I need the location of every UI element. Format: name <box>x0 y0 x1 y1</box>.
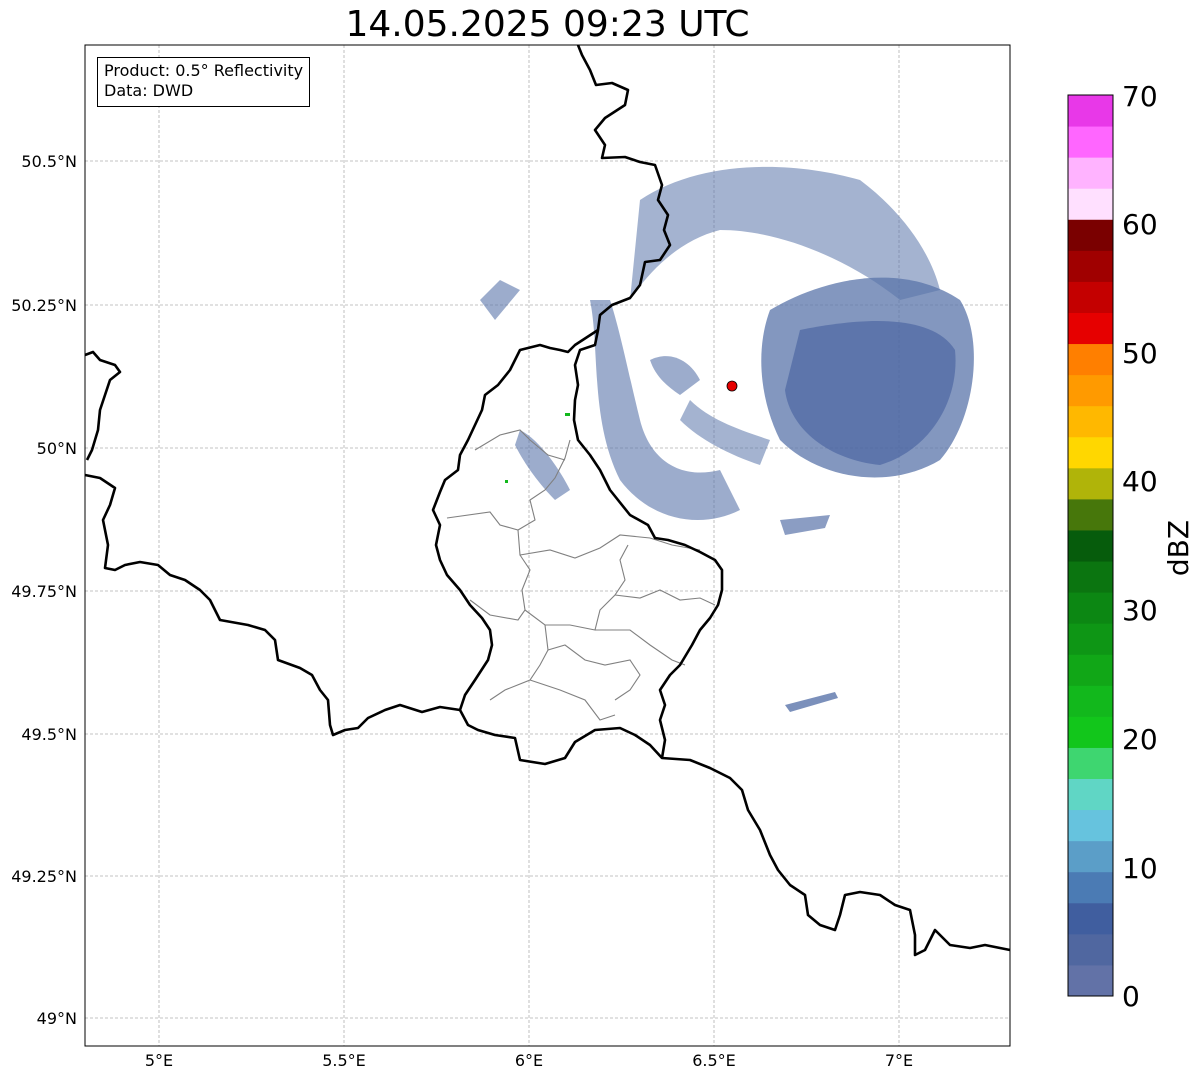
colorbar-band <box>1068 126 1113 158</box>
lon-tick-label: 6°E <box>515 1051 543 1070</box>
colorbar-band <box>1068 188 1113 220</box>
colorbar-tick-label: 70 <box>1122 80 1158 113</box>
lon-tick-label: 7°E <box>885 1051 913 1070</box>
colorbar-band <box>1068 219 1113 251</box>
colorbar-label: dBZ <box>1162 520 1195 576</box>
colorbar-band <box>1068 809 1113 842</box>
colorbar-tick-label: 30 <box>1122 594 1158 627</box>
colorbar-band <box>1068 250 1113 282</box>
lat-tick-label: 50.25°N <box>11 296 77 315</box>
colorbar-band <box>1068 964 1113 997</box>
colorbar-tick-label: 0 <box>1122 980 1140 1013</box>
colorbar-band <box>1068 871 1113 904</box>
lat-tick-label: 49°N <box>37 1009 77 1028</box>
colorbar-band <box>1068 343 1113 376</box>
lat-tick-labels: 50.5°N 50.25°N 50°N 49.75°N 49.5°N 49.25… <box>11 152 77 1028</box>
lon-tick-labels: 5°E 5.5°E 6°E 6.5°E 7°E <box>145 1051 913 1070</box>
colorbar-tick-label: 10 <box>1122 852 1158 885</box>
map-title: 14.05.2025 09:23 UTC <box>345 4 750 45</box>
lon-tick-label: 6.5°E <box>692 1051 736 1070</box>
colorbar-frame <box>1067 94 1114 997</box>
colorbar-band <box>1068 933 1113 966</box>
lat-tick-label: 50.5°N <box>21 152 77 171</box>
colorbar-band <box>1068 281 1113 313</box>
colorbar-band <box>1068 840 1113 873</box>
colorbar-band <box>1068 312 1113 345</box>
colorbar-band <box>1068 561 1113 593</box>
colorbar-band <box>1068 654 1113 686</box>
country-borders <box>84 44 1011 957</box>
colorbar-tick-label: 60 <box>1122 208 1158 241</box>
lat-tick-label: 49.75°N <box>11 582 77 601</box>
colorbar-band <box>1068 467 1113 500</box>
colorbar-band <box>1068 623 1113 655</box>
lon-tick-label: 5.5°E <box>322 1051 366 1070</box>
colorbar-band <box>1068 902 1113 935</box>
district-boundaries <box>446 429 716 721</box>
colorbar-band <box>1068 498 1113 531</box>
product-label: Product: 0.5° Reflectivity <box>104 61 304 80</box>
colorbar-band <box>1068 436 1113 469</box>
colorbar-band <box>1068 716 1113 748</box>
colorbar-band <box>1068 374 1113 407</box>
colorbar-tick-label: 20 <box>1122 723 1158 756</box>
colorbar-band <box>1068 778 1113 811</box>
lat-tick-label: 49.25°N <box>11 867 77 886</box>
colorbar-band <box>1068 95 1113 127</box>
colorbar-tick-label: 50 <box>1122 337 1158 370</box>
data-source-label: Data: DWD <box>104 81 194 100</box>
colorbar-band <box>1068 685 1113 717</box>
colorbar-band <box>1068 592 1113 624</box>
colorbar-tick-label: 40 <box>1122 465 1158 498</box>
colorbar <box>1068 95 1113 997</box>
colorbar-band <box>1068 529 1113 562</box>
lon-tick-label: 5°E <box>145 1051 173 1070</box>
colorbar-ticks: 0 10 20 30 40 50 60 70 <box>1122 80 1158 1013</box>
lat-tick-label: 50°N <box>37 439 77 458</box>
map-frame <box>84 44 1011 1047</box>
radar-site-marker <box>726 380 738 392</box>
colorbar-band <box>1068 405 1113 438</box>
colorbar-band <box>1068 157 1113 189</box>
lat-tick-label: 49.5°N <box>21 725 77 744</box>
colorbar-band <box>1068 747 1113 780</box>
product-info-box: Product: 0.5° Reflectivity Data: DWD <box>97 57 311 107</box>
radar-echoes <box>480 166 974 712</box>
